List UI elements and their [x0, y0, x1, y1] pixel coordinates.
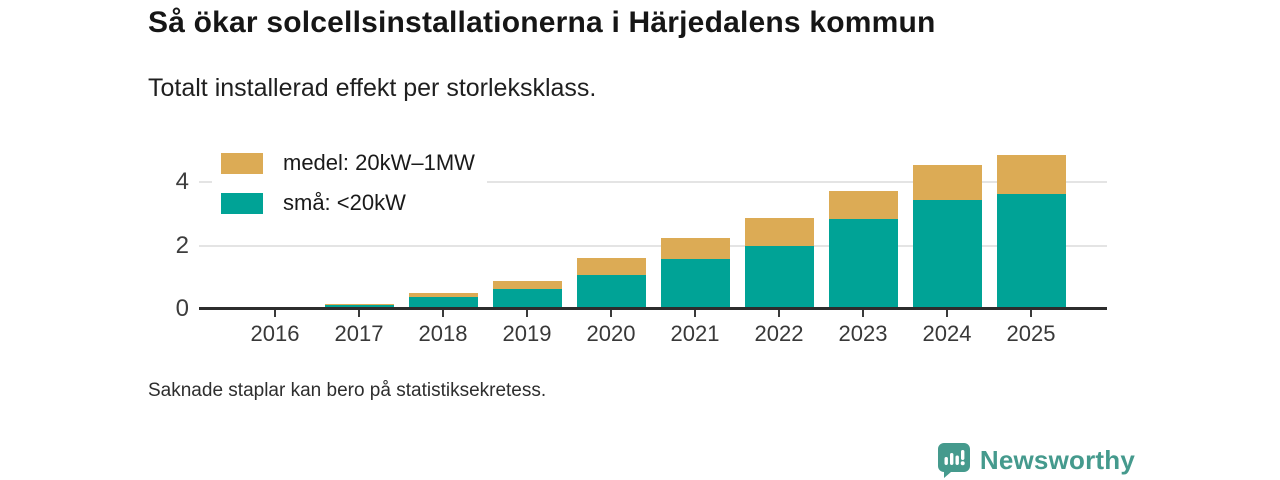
x-axis-tick-label-2023: 2023 [838, 321, 888, 346]
x-axis-tick [946, 310, 948, 317]
x-axis-tick [862, 310, 864, 317]
x-axis-tick [610, 310, 612, 317]
bar-segment-sma-2019 [492, 288, 562, 309]
brand-logo: Newsworthy [937, 442, 1135, 478]
x-axis-tick-label-2024: 2024 [922, 321, 972, 346]
chart-legend: medel: 20kW–1MW små: <20kW [212, 145, 487, 222]
bar-segment-medel-2017 [324, 303, 394, 305]
x-axis-tick [1030, 310, 1032, 317]
bar-segment-sma-2022 [744, 245, 814, 309]
bar-segment-medel-2020 [576, 258, 646, 276]
x-axis-tick [442, 310, 444, 317]
bar-segment-sma-2025 [996, 193, 1066, 309]
x-axis-tick-label-2021: 2021 [670, 321, 720, 346]
bar-segment-medel-2019 [492, 281, 562, 289]
legend-item-medel: medel: 20kW–1MW [221, 150, 475, 176]
x-axis-tick-label-2016: 2016 [250, 321, 300, 346]
x-axis-tick-label-2019: 2019 [502, 321, 552, 346]
bar-segment-medel-2022 [744, 217, 814, 246]
bar-segment-sma-2017 [324, 304, 394, 309]
footnote: Saknade staplar kan bero på statistiksek… [148, 380, 547, 401]
y-axis-tick-label: 0 [175, 295, 189, 322]
x-axis-tick-label-2018: 2018 [418, 321, 468, 346]
bar-segment-medel-2024 [912, 164, 982, 200]
newsworthy-icon [937, 443, 970, 478]
x-axis-tick [694, 310, 696, 317]
bar-segment-sma-2024 [912, 199, 982, 309]
x-axis-tick [274, 310, 276, 317]
legend-swatch-sma [221, 192, 263, 214]
legend-label-medel: medel: 20kW–1MW [283, 150, 475, 175]
bar-segment-medel-2021 [660, 238, 730, 259]
bar-segment-medel-2023 [828, 190, 898, 220]
x-axis-tick-label-2022: 2022 [754, 321, 804, 346]
bar-segment-sma-2021 [660, 259, 730, 309]
legend-label-sma: små: <20kW [283, 190, 406, 215]
y-axis-tick-label: 4 [175, 168, 189, 196]
x-axis-line [199, 307, 1107, 310]
gridline-y4 [199, 181, 1107, 184]
legend-item-sma: små: <20kW [221, 190, 475, 216]
x-axis-tick [358, 310, 360, 317]
x-axis-tick-label-2017: 2017 [334, 321, 384, 346]
x-axis-tick [778, 310, 780, 317]
bar-segment-sma-2023 [828, 219, 898, 309]
bar-segment-sma-2020 [576, 275, 646, 309]
brand-name: Newsworthy [979, 444, 1135, 475]
chart-subtitle: Totalt installerad effekt per storlekskl… [148, 74, 597, 102]
bar-segment-medel-2025 [996, 154, 1066, 194]
bar-segment-medel-2018 [408, 292, 478, 297]
legend-swatch-medel [221, 152, 263, 174]
chart-title: Så ökar solcellsinstallationerna i Härje… [148, 6, 936, 39]
x-axis-tick-label-2025: 2025 [1006, 321, 1056, 346]
gridline-y2 [199, 244, 1107, 247]
plot-area: medel: 20kW–1MW små: <20kW 0 2 4 2016 2017 201… [176, 140, 1107, 346]
x-axis-tick [526, 310, 528, 317]
x-axis-tick-label-2020: 2020 [586, 321, 636, 346]
bar-segment-sma-2018 [408, 296, 478, 309]
y-axis-tick-label: 2 [175, 231, 189, 259]
